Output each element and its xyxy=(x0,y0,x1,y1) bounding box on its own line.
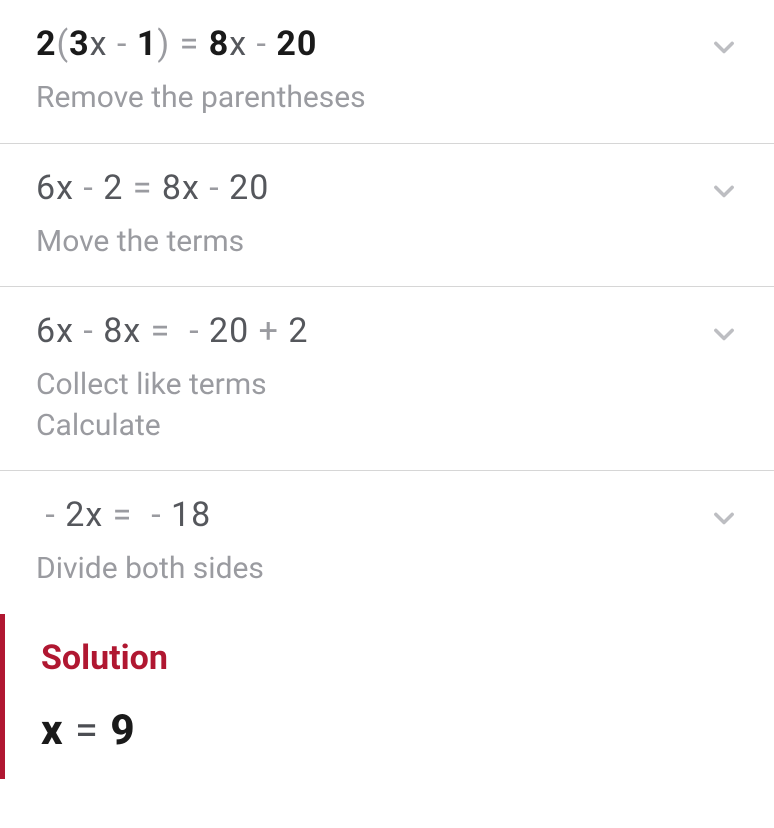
step-caption: Move the terms xyxy=(36,222,738,263)
step-equation: - 2x = - 18 xyxy=(36,495,738,535)
step-caption: Calculate xyxy=(36,406,738,447)
step-caption: Collect like terms xyxy=(36,365,738,406)
solution-title: Solution xyxy=(41,638,738,678)
step-equation: 2(3x - 1) = 8x - 20 xyxy=(36,24,738,64)
solution-block: Solution x = 9 xyxy=(0,614,774,779)
step-2: 6x - 2 = 8x - 20 Move the terms xyxy=(0,144,774,288)
chevron-down-icon[interactable] xyxy=(710,34,738,62)
step-4: - 2x = - 18 Divide both sides xyxy=(0,471,774,614)
step-caption: Divide both sides xyxy=(36,549,738,590)
step-equation: 6x - 8x = - 20 + 2 xyxy=(36,311,738,351)
solution-equation: x = 9 xyxy=(41,706,738,755)
chevron-down-icon[interactable] xyxy=(710,505,738,533)
step-1: 2(3x - 1) = 8x - 20 Remove the parenthese… xyxy=(0,0,774,144)
step-equation: 6x - 2 = 8x - 20 xyxy=(36,168,738,208)
step-3: 6x - 8x = - 20 + 2 Collect like termsCalc… xyxy=(0,287,774,471)
chevron-down-icon[interactable] xyxy=(710,178,738,206)
chevron-down-icon[interactable] xyxy=(710,321,738,349)
step-caption: Remove the parentheses xyxy=(36,78,738,119)
